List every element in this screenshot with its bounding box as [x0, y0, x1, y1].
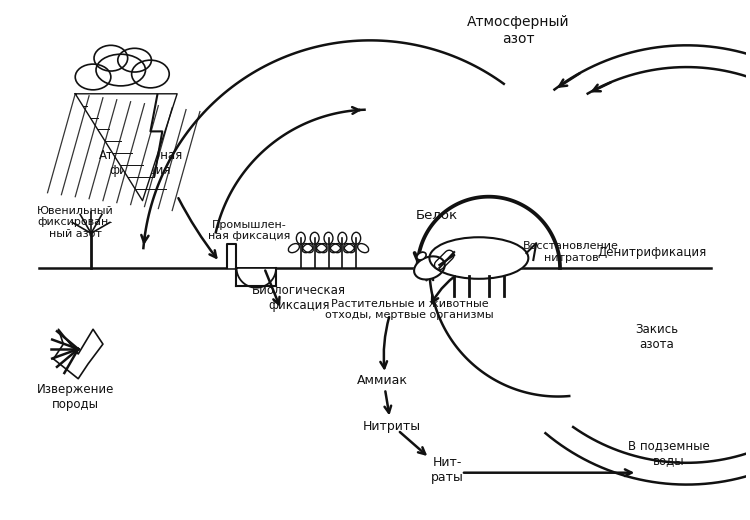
Polygon shape	[75, 94, 177, 201]
Text: Закись
азота: Закись азота	[635, 323, 679, 351]
Ellipse shape	[94, 45, 128, 71]
Text: Биологическая
фиксация: Биологическая фиксация	[252, 283, 346, 311]
Ellipse shape	[118, 48, 152, 72]
Ellipse shape	[75, 64, 111, 90]
Ellipse shape	[96, 54, 146, 86]
Text: Нит-
раты: Нит- раты	[430, 456, 464, 484]
Ellipse shape	[430, 237, 528, 279]
Text: Денитрификация: Денитрификация	[598, 245, 706, 258]
Text: Промышлен-
ная фиксация: Промышлен- ная фиксация	[209, 219, 290, 241]
Text: Атмосферный
азот: Атмосферный азот	[467, 16, 570, 46]
Ellipse shape	[417, 252, 426, 260]
Text: Аммиак: Аммиак	[356, 374, 407, 387]
Polygon shape	[53, 329, 103, 379]
Text: Извержение
породы: Извержение породы	[37, 383, 114, 410]
Text: Растительные и животные
отходы, мертвые организмы: Растительные и животные отходы, мертвые …	[326, 298, 494, 320]
Ellipse shape	[132, 60, 170, 88]
Text: Восстановление
нитратов: Восстановление нитратов	[523, 241, 619, 263]
Text: В подземные
воды: В подземные воды	[628, 439, 710, 467]
Text: Белок: Белок	[416, 209, 458, 222]
Text: Нитриты: Нитриты	[363, 420, 421, 433]
Ellipse shape	[414, 256, 445, 279]
Text: Ювенильный
фиксирован-
ный азот: Ювенильный фиксирован- ный азот	[37, 206, 113, 239]
Polygon shape	[226, 245, 236, 267]
Text: Атмосферная
фиксация: Атмосферная фиксация	[98, 149, 183, 177]
Polygon shape	[236, 268, 276, 288]
